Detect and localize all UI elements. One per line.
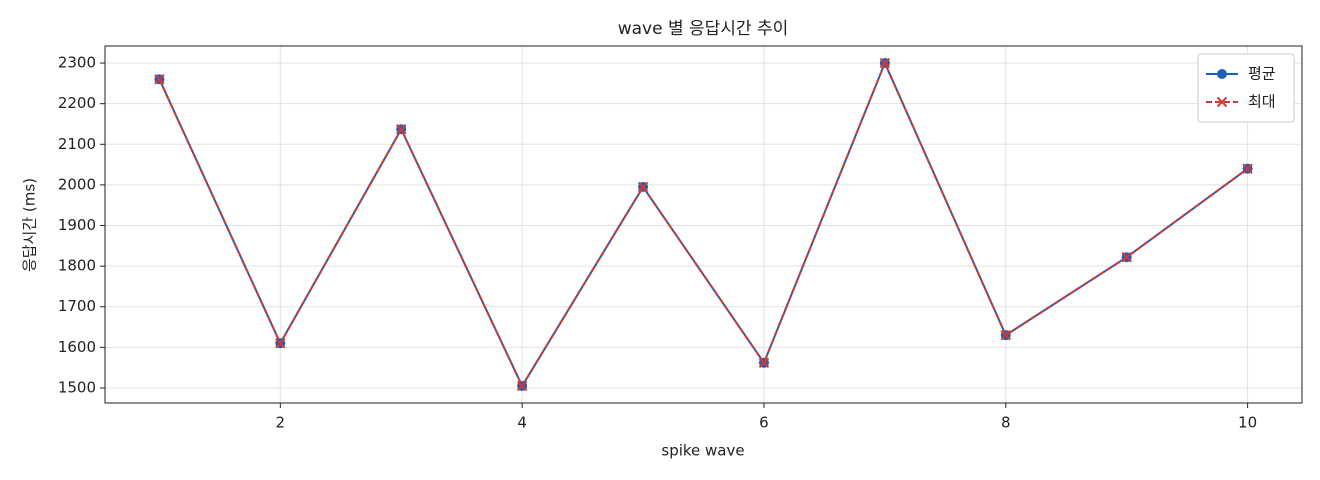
x-tick-label: 10 xyxy=(1238,414,1257,432)
y-axis-label: 응답시간 (ms) xyxy=(21,178,39,272)
y-tick-label: 2300 xyxy=(58,54,96,72)
x-tick-label: 8 xyxy=(1001,414,1011,432)
data-point xyxy=(1242,163,1253,174)
y-tick-label: 1700 xyxy=(58,297,96,315)
y-tick-label: 1800 xyxy=(58,257,96,275)
y-tick-label: 1500 xyxy=(58,378,96,396)
data-point xyxy=(758,357,770,368)
data-point xyxy=(637,181,649,193)
y-tick-label: 2200 xyxy=(58,94,96,112)
legend-label: 최대 xyxy=(1248,93,1276,111)
data-point xyxy=(396,124,407,135)
data-point xyxy=(879,57,891,69)
x-tick-label: 2 xyxy=(276,414,286,432)
data-point xyxy=(1121,251,1132,263)
data-point xyxy=(1000,329,1011,341)
y-tick-label: 2100 xyxy=(58,135,96,153)
legend-marker xyxy=(1216,96,1228,108)
legend-box xyxy=(1197,53,1295,123)
legend-marker xyxy=(1217,69,1227,79)
y-tick-label: 1900 xyxy=(58,216,96,234)
x-tick-label: 6 xyxy=(759,414,769,432)
x-axis-label: spike wave xyxy=(661,442,744,460)
data-point xyxy=(516,380,528,392)
legend-label: 평균 xyxy=(1248,65,1276,83)
chart-title: wave 별 응답시간 추이 xyxy=(618,19,789,39)
y-tick-label: 2000 xyxy=(58,175,96,193)
plot-frame xyxy=(104,45,1303,404)
data-point xyxy=(275,338,286,349)
x-tick-label: 4 xyxy=(517,414,527,432)
y-tick-label: 1600 xyxy=(58,338,96,356)
data-point xyxy=(154,74,165,85)
series-line xyxy=(158,60,1249,389)
series-line xyxy=(158,60,1249,389)
